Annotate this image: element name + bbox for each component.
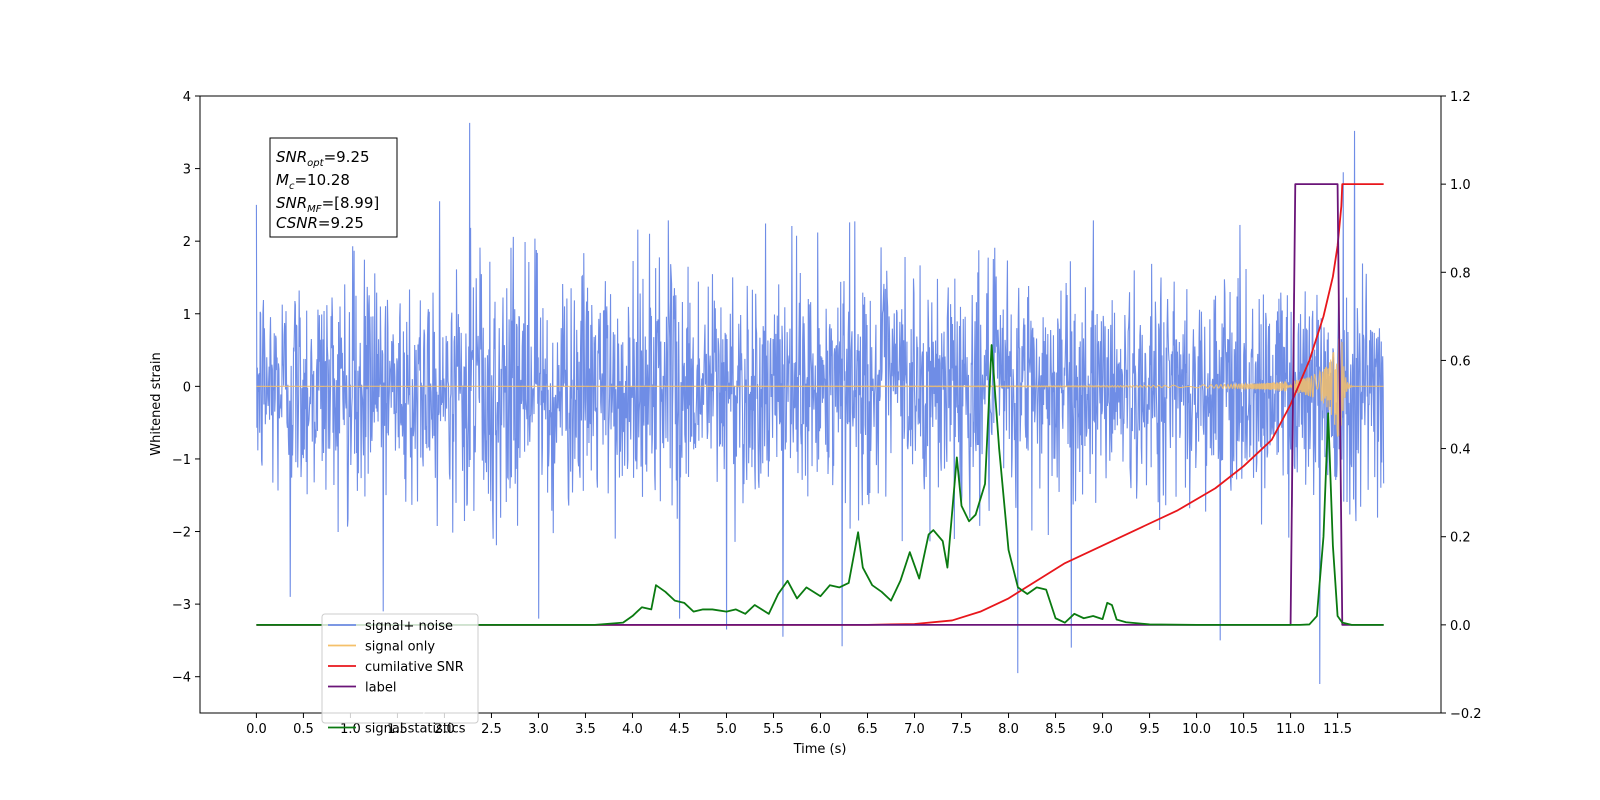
y-tick-label: −3 bbox=[172, 598, 191, 613]
y-axis-label: Whitened strain bbox=[149, 352, 164, 455]
x-tick-label: 11.0 bbox=[1276, 722, 1305, 737]
x-tick-label: 8.0 bbox=[998, 722, 1019, 737]
x-tick-label: 0.5 bbox=[293, 722, 314, 737]
x-tick-label: 8.5 bbox=[1045, 722, 1066, 737]
x-axis: 0.0 0.5 1.0 1.5 2.0 2.5 3.0 3.5 4.0 4.5 5.0 5.5 6.0 6… bbox=[246, 713, 1352, 737]
y-tick-label: −4 bbox=[172, 671, 191, 686]
y-tick-label: 0 bbox=[183, 380, 191, 395]
plot-area bbox=[199, 95, 1442, 714]
x-axis-label: Time (s) bbox=[793, 742, 847, 757]
x-tick-label: 1.5 bbox=[387, 722, 408, 737]
y-axis-left: 4 3 2 1 0 −1 −2 −3 −4 bbox=[172, 90, 200, 686]
annotation-line-csnr: CSNR=9.25 bbox=[276, 214, 364, 232]
y-tick-label: 2 bbox=[183, 235, 191, 250]
y-axis-right: 1.2 1.0 0.8 0.6 0.4 0.2 0.0 −0.2 bbox=[1441, 90, 1482, 722]
legend-label-label-only: label only bbox=[365, 701, 428, 716]
y2-tick-label: 1.0 bbox=[1450, 178, 1471, 193]
x-tick-label: 0.0 bbox=[246, 722, 267, 737]
legend-label-signal-statistics: signal statistics bbox=[365, 722, 466, 737]
x-tick-label: 4.0 bbox=[622, 722, 643, 737]
legend[interactable]: signal+ noise signal only cumilative SNR la… bbox=[321, 613, 479, 737]
x-tick-label: 11.5 bbox=[1323, 722, 1352, 737]
x-tick-label: 1.0 bbox=[340, 722, 361, 737]
annotation-box: SNRopt=9.25 Mc=10.28 SNRMF=[8.99] CSNR=9… bbox=[269, 137, 398, 238]
y2-tick-label: 0.2 bbox=[1450, 531, 1471, 546]
legend-label-signal-only: signal only bbox=[365, 640, 435, 655]
legend-label-cumilative-snr: cumilative SNR bbox=[365, 660, 464, 675]
x-tick-label: 5.0 bbox=[716, 722, 737, 737]
annotation-line-mc: Mc=10.28 bbox=[276, 171, 350, 192]
annotation-frame bbox=[269, 137, 398, 238]
x-tick-label: 5.5 bbox=[763, 722, 784, 737]
y-tick-label: 1 bbox=[183, 308, 191, 323]
y-tick-label: 4 bbox=[183, 90, 191, 105]
legend-label-label: label bbox=[365, 681, 396, 696]
x-tick-label: 9.0 bbox=[1092, 722, 1113, 737]
x-tick-label: 3.0 bbox=[528, 722, 549, 737]
series-layer bbox=[255, 122, 1385, 684]
legend-items: signal+ noise signal only cumilative SNR la… bbox=[328, 619, 466, 737]
y2-tick-label: 0.6 bbox=[1450, 354, 1471, 369]
annotation-line-snr-opt: SNRopt=9.25 bbox=[276, 148, 370, 169]
y2-tick-label: 1.2 bbox=[1450, 90, 1471, 105]
x-tick-label: 7.5 bbox=[951, 722, 972, 737]
x-tick-label: 2.0 bbox=[434, 722, 455, 737]
x-tick-label: 6.5 bbox=[857, 722, 878, 737]
series-cumilative-snr-line bbox=[256, 183, 1384, 626]
y-tick-label: −1 bbox=[172, 453, 191, 468]
series-signal-statistics-line bbox=[256, 344, 1384, 626]
series-signal-only-line bbox=[256, 338, 1384, 437]
legend-label-signal-noise: signal+ noise bbox=[365, 619, 453, 634]
y2-tick-label: 0.0 bbox=[1450, 619, 1471, 634]
x-tick-label: 10.0 bbox=[1182, 722, 1211, 737]
x-tick-label: 9.5 bbox=[1139, 722, 1160, 737]
y2-tick-label: 0.4 bbox=[1450, 443, 1471, 458]
legend-frame bbox=[321, 613, 479, 724]
series-signal-noise-line bbox=[255, 122, 1385, 684]
x-tick-label: 2.5 bbox=[481, 722, 502, 737]
x-tick-label: 7.0 bbox=[904, 722, 925, 737]
y-tick-label: 3 bbox=[183, 163, 191, 178]
x-tick-label: 4.5 bbox=[669, 722, 690, 737]
annotation-line-snr-mf: SNRMF=[8.99] bbox=[276, 194, 379, 215]
x-tick-label: 6.0 bbox=[810, 722, 831, 737]
y2-tick-label: −0.2 bbox=[1450, 707, 1482, 722]
y2-tick-label: 0.8 bbox=[1450, 266, 1471, 281]
x-tick-label: 10.5 bbox=[1229, 722, 1258, 737]
y-tick-label: −2 bbox=[172, 526, 191, 541]
x-tick-label: 3.5 bbox=[575, 722, 596, 737]
